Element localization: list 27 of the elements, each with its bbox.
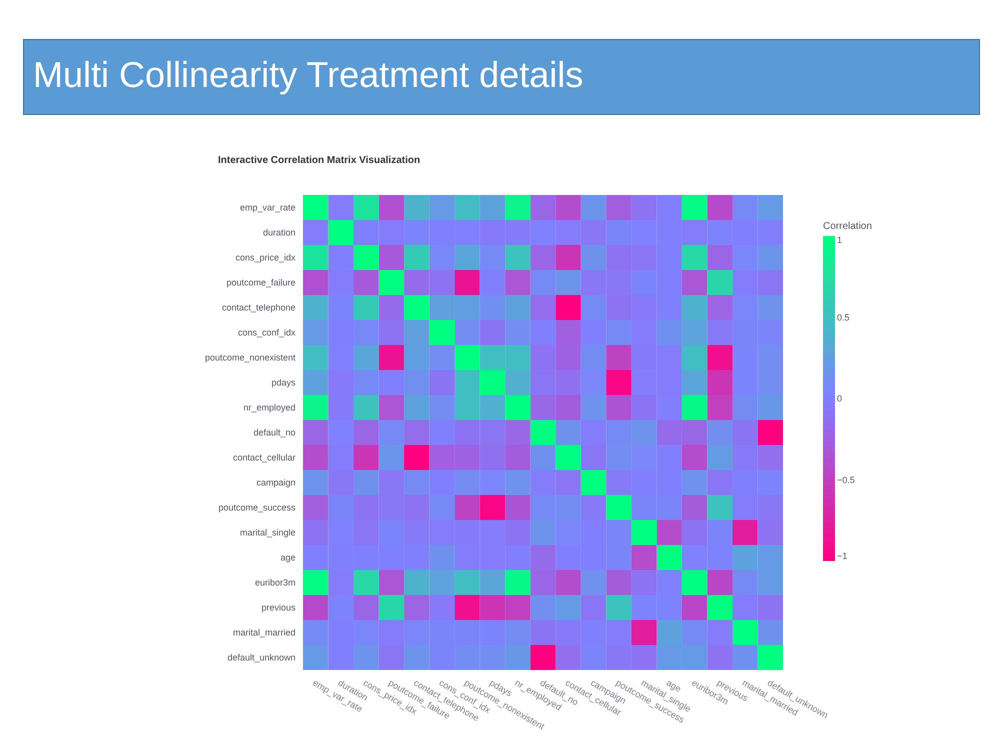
y-tick-label: duration [262, 228, 296, 238]
y-tick-label: default_no [253, 428, 296, 438]
y-tick-label: cons_conf_idx [238, 328, 296, 338]
color-bar-label: 0 [837, 394, 842, 404]
chart-title: Multi Collinearity Treatment details [33, 54, 584, 95]
y-tick-label: previous [261, 602, 296, 612]
color-bar-label: −0.5 [837, 474, 855, 485]
y-tick-label: default_unknown [227, 652, 296, 662]
y-tick-label: contact_cellular [232, 452, 296, 462]
y-tick-label: campaign [256, 478, 296, 488]
y-tick-label: marital_married [232, 628, 296, 638]
color-bar-label: 1 [837, 235, 842, 245]
y-tick-label: poutcome_failure [226, 278, 296, 288]
color-bar-label: −1 [837, 551, 848, 561]
y-tick-label: marital_single [240, 528, 296, 538]
color-bar-label: 0.5 [837, 312, 850, 322]
y-tick-label: cons_price_idx [235, 252, 296, 262]
y-tick-label: euribor3m [254, 578, 296, 588]
y-tick-label: pdays [271, 378, 296, 388]
y-tick-label: emp_var_rate [240, 202, 296, 212]
y-tick-label: nr_employed [243, 402, 296, 412]
y-tick-label: age [280, 552, 296, 562]
y-tick-label: poutcome_success [218, 502, 296, 512]
y-tick-label: poutcome_nonexistent [204, 352, 296, 362]
y-tick-label: contact_telephone [222, 302, 296, 312]
color-bar-title: Correlation [823, 221, 872, 232]
chart-subtitle: Interactive Correlation Matrix Visualization [218, 155, 420, 166]
